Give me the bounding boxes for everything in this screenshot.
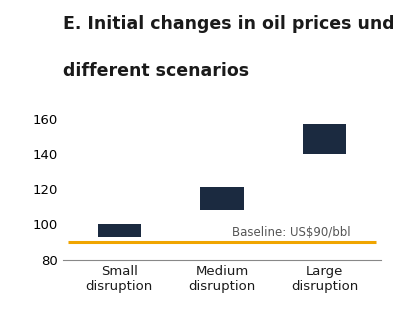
Bar	[98, 224, 141, 237]
Text: different scenarios: different scenarios	[63, 62, 249, 80]
Text: US$/bbl: US$/bbl	[63, 113, 115, 126]
Text: Baseline: US$90/bbl: Baseline: US$90/bbl	[232, 226, 351, 239]
Bar	[303, 124, 346, 154]
Text: E. Initial changes in oil prices under: E. Initial changes in oil prices under	[63, 15, 393, 33]
Bar	[200, 187, 244, 210]
